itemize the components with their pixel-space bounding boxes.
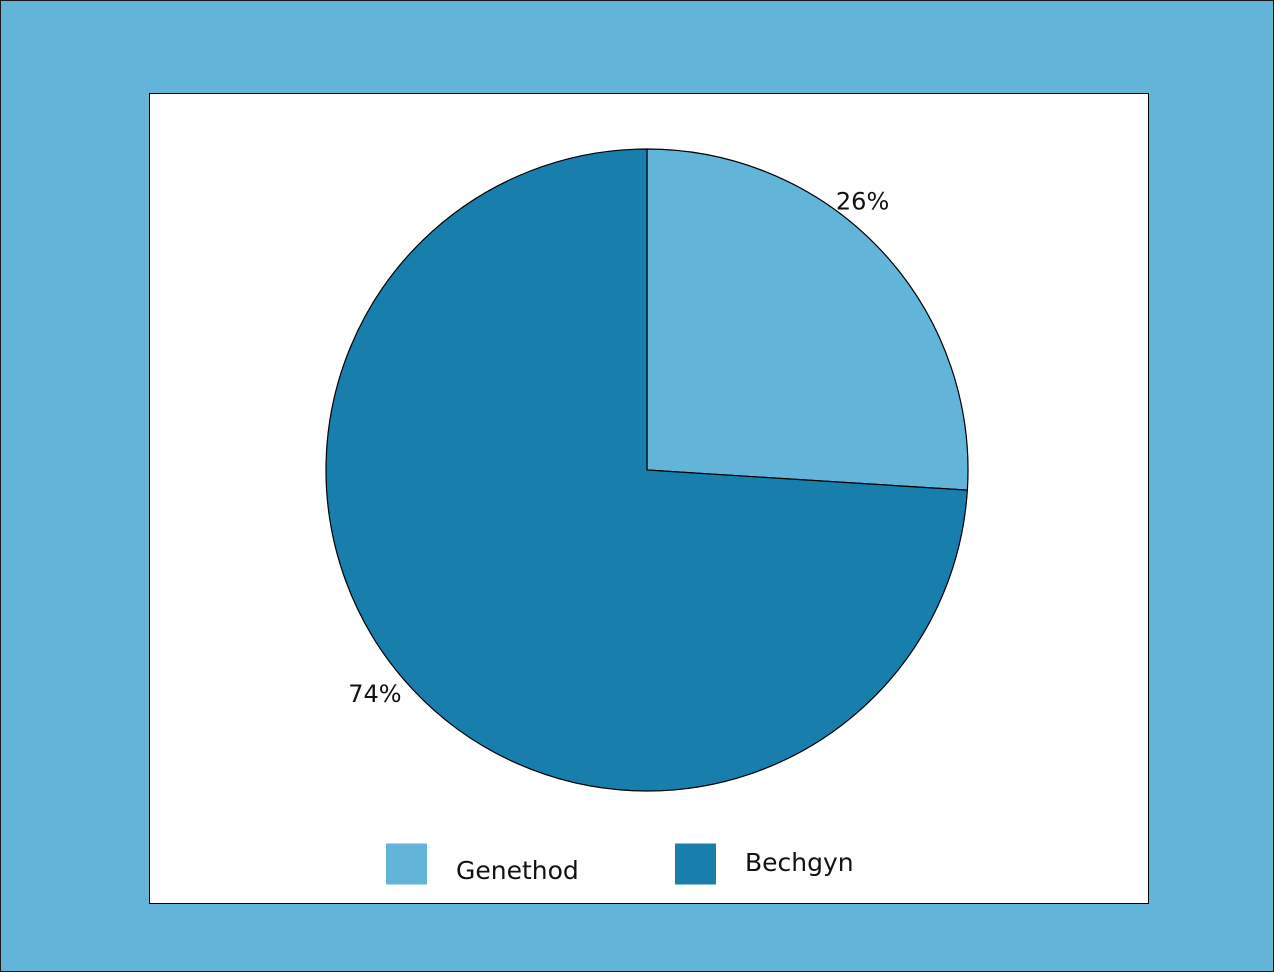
pie-value-label-genethod: 26% [836, 188, 889, 216]
legend-swatch-bechgyn [675, 844, 716, 885]
pie-slices [326, 149, 968, 791]
plot-area: 26% 74% Genethod Bechgyn [149, 93, 1149, 904]
legend: Genethod Bechgyn [386, 844, 854, 886]
pie-slice-genethod [647, 149, 968, 490]
pie-chart: 26% 74% Genethod Bechgyn [150, 94, 1148, 903]
pie-value-label-bechgyn: 74% [348, 680, 401, 708]
legend-label-genethod: Genethod [456, 856, 579, 885]
legend-label-bechgyn: Bechgyn [745, 848, 854, 877]
legend-swatch-genethod [386, 844, 427, 885]
